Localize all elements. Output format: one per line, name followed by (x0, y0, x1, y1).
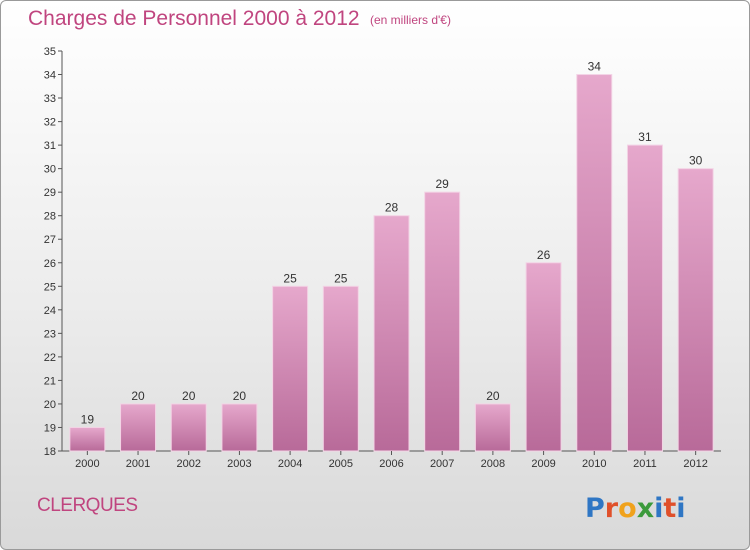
value-label: 28 (385, 201, 399, 215)
y-tick-label: 22 (44, 352, 56, 364)
bar-2011 (626, 144, 663, 452)
y-tick-label: 35 (44, 46, 56, 58)
bar-2003 (221, 403, 258, 452)
value-label: 31 (638, 130, 652, 144)
value-label: 20 (233, 389, 247, 403)
town-name: CLERQUES (37, 495, 138, 516)
value-label: 26 (537, 248, 551, 262)
bar-2001 (120, 403, 157, 452)
bar-2009 (525, 262, 562, 452)
bar-2000 (69, 426, 106, 452)
logo-letter: x (637, 493, 654, 524)
bar-2012 (677, 168, 714, 452)
y-tick-label: 28 (44, 211, 56, 223)
x-tick-label: 2008 (481, 458, 505, 470)
x-tick-label: 2002 (176, 458, 200, 470)
x-tick-label: 2007 (430, 458, 454, 470)
bar-2010 (576, 74, 613, 452)
bar-2005 (322, 285, 359, 452)
y-tick-label: 25 (44, 281, 56, 293)
y-tick-label: 23 (44, 328, 56, 340)
value-label: 29 (436, 177, 450, 191)
y-tick-label: 24 (44, 305, 56, 317)
unit-note: (en milliers d'€) (370, 13, 451, 27)
y-tick-label: 29 (44, 187, 56, 199)
logo-letter: r (605, 493, 619, 524)
bar-2004 (272, 285, 309, 452)
logo-letter: o (618, 493, 637, 524)
value-label: 20 (182, 389, 196, 403)
x-tick-label: 2004 (278, 458, 302, 470)
bar-2008 (474, 403, 511, 452)
y-tick-label: 30 (44, 164, 56, 176)
x-tick-label: 2000 (75, 458, 99, 470)
x-tick-label: 2010 (582, 458, 606, 470)
x-tick-label: 2011 (633, 458, 657, 470)
x-tick-label: 2001 (126, 458, 150, 470)
chart-title: Charges de Personnel 2000 à 2012 (28, 7, 360, 30)
y-tick-label: 31 (44, 140, 56, 152)
x-tick-label: 2009 (531, 458, 555, 470)
x-tick-label: 2005 (329, 458, 353, 470)
y-tick-label: 19 (44, 422, 56, 434)
y-tick-label: 21 (44, 375, 56, 387)
bar-2007 (424, 191, 461, 452)
y-tick-label: 18 (44, 446, 56, 458)
y-tick-label: 32 (44, 117, 56, 129)
value-label: 20 (131, 389, 145, 403)
x-tick-label: 2006 (379, 458, 403, 470)
y-tick-label: 27 (44, 234, 56, 246)
value-label: 20 (486, 389, 500, 403)
y-tick-label: 33 (44, 93, 56, 105)
value-label: 30 (689, 154, 703, 168)
value-label: 19 (81, 412, 95, 426)
logo-letter: P (585, 493, 605, 524)
bar-2002 (170, 403, 207, 452)
svg-text:Proxiti: Proxiti (585, 493, 686, 524)
proxiti-logo: Proxiti (585, 493, 686, 524)
y-tick-label: 20 (44, 399, 56, 411)
logo-letter: i (654, 493, 663, 524)
x-tick-label: 2012 (683, 458, 707, 470)
y-tick-label: 26 (44, 258, 56, 270)
x-tick-label: 2003 (227, 458, 251, 470)
value-label: 34 (588, 60, 602, 74)
logo-letter: i (676, 493, 685, 524)
logo-letter: t (663, 493, 676, 524)
value-label: 25 (334, 271, 348, 285)
y-tick-label: 34 (44, 70, 56, 82)
bar-2006 (373, 215, 410, 452)
value-label: 25 (283, 271, 297, 285)
